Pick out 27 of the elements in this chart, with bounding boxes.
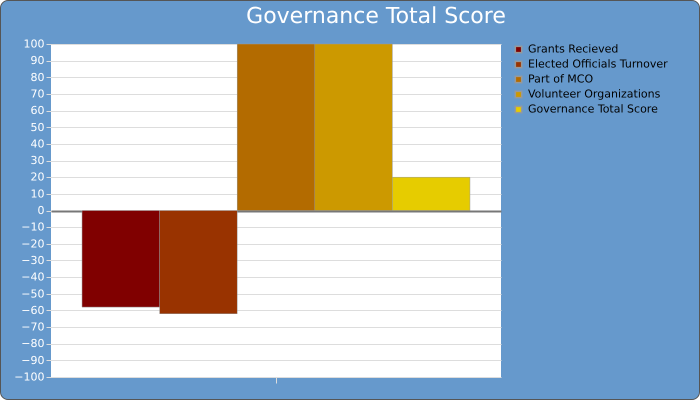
y-tick-label: 20 [30,170,44,184]
y-tick-label: −50 [21,287,44,300]
y-tick-label: 0 [38,204,44,217]
y-tick-label: 50 [30,120,44,134]
y-tick-label: 10 [30,187,44,200]
legend-label: Volunteer Organizations [528,88,661,100]
y-tick-label: −20 [21,237,44,250]
y-tick-label: −10 [21,220,44,234]
y-tick-label: 90 [30,54,44,68]
y-tick-label: 30 [30,154,44,168]
legend-label: Part of MCO [528,72,594,86]
y-tick-label: 70 [30,87,44,100]
chart-title: Governance Total Score [246,4,506,29]
y-tick-label: −70 [21,320,44,334]
legend-label: Grants Recieved [528,42,618,56]
y-tick-label: −80 [21,337,44,350]
y-tick-label: 40 [30,137,44,150]
y-tick-label: −90 [21,354,44,367]
y-tick-label: −40 [21,270,44,284]
legend-label: Elected Officials Turnover [528,58,668,70]
y-tick-label: −100 [14,370,44,384]
y-tick-label: 60 [30,104,44,118]
y-tick-label: −30 [21,254,44,267]
y-tick-label: 80 [30,70,44,84]
legend-label: Governance Total Score [528,102,658,116]
y-tick-label: 100 [24,38,44,50]
y-tick-label: −60 [21,304,44,317]
